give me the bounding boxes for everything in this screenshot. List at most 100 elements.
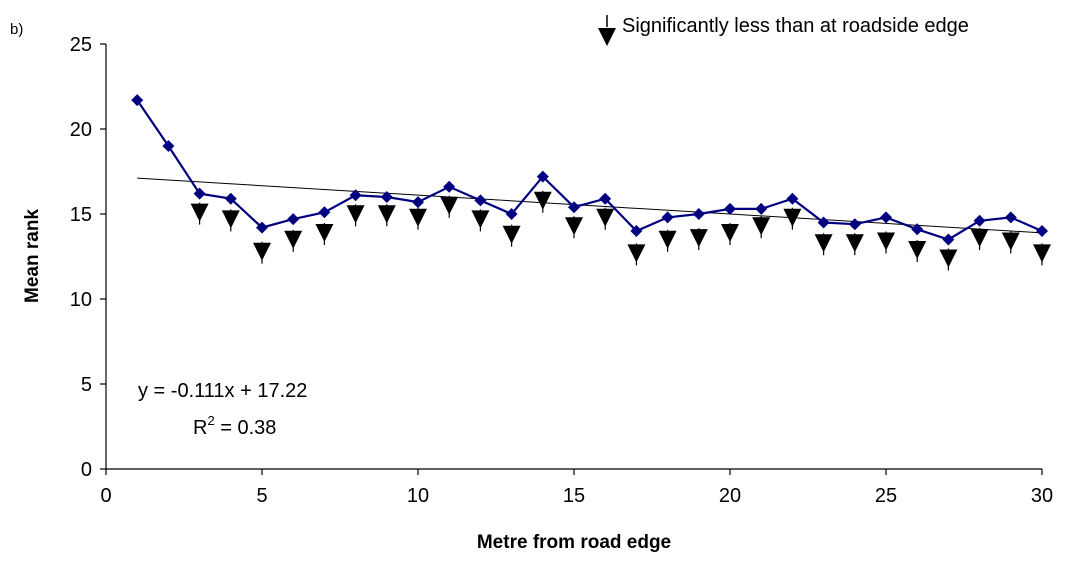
x-tick-label: 0 (100, 485, 111, 507)
marker-triangle (721, 224, 739, 242)
x-tick-label: 10 (407, 485, 429, 507)
data-point (568, 201, 580, 214)
significance-marker (689, 228, 708, 251)
data-point (973, 214, 986, 227)
data-point (942, 233, 955, 246)
marker-triangle (845, 234, 864, 253)
data-point (786, 192, 799, 205)
marker-triangle (970, 229, 989, 248)
data-point (412, 196, 424, 209)
significance-marker (190, 202, 209, 225)
marker-triangle (221, 210, 240, 229)
marker-triangle (533, 191, 552, 210)
marker-triangle (689, 229, 708, 248)
marker-triangle (284, 230, 303, 249)
data-point (131, 94, 144, 107)
x-tick-label: 15 (563, 485, 585, 507)
marker-triangle (1001, 232, 1020, 251)
significance-marker (814, 233, 833, 256)
panel-label: b) (10, 21, 23, 38)
x-ticks: 0 5 10 15 20 25 30 (100, 469, 1053, 507)
y-tick-label: 10 (70, 289, 92, 311)
significance-marker (752, 216, 771, 239)
significance-marker (845, 233, 864, 256)
significance-marker (970, 228, 989, 251)
data-point (318, 206, 331, 219)
trendline (137, 177, 1043, 234)
data-point (505, 208, 518, 220)
significance-marker (721, 223, 739, 245)
marker-triangle (877, 232, 895, 251)
x-tick-label: 5 (256, 485, 267, 507)
marker-triangle (596, 208, 615, 227)
equation-line: y = -0.111x + 17.22 (138, 380, 307, 402)
significance-markers (190, 190, 1051, 271)
series-polyline (136, 99, 1043, 241)
significance-marker (908, 240, 927, 262)
significance-marker (346, 204, 365, 227)
significance-marker (502, 224, 521, 247)
y-ticks: 0 5 10 15 20 25 (70, 34, 106, 481)
y-tick-label: 20 (70, 119, 92, 141)
y-tick-label: 0 (81, 459, 92, 481)
data-point (755, 202, 768, 215)
significance-marker (877, 231, 895, 254)
r-squared-line: R2 = 0.38 (193, 413, 276, 439)
y-tick-label: 25 (70, 34, 92, 56)
significance-marker (253, 241, 271, 264)
r2-prefix: R (193, 417, 207, 439)
data-point (443, 180, 456, 193)
y-axis-title: Mean rank (22, 209, 43, 303)
data-point (724, 202, 736, 215)
data-point (661, 211, 674, 224)
r2-suffix: = 0.38 (215, 417, 277, 439)
significance-marker (658, 229, 677, 252)
significance-marker (1001, 231, 1020, 254)
significance-marker (284, 229, 303, 252)
data-point (911, 223, 924, 236)
marker-triangle (658, 230, 677, 249)
data-point (630, 225, 643, 237)
significance-marker (315, 223, 334, 245)
r2-superscript: 2 (207, 413, 214, 428)
significance-marker (471, 209, 490, 232)
marker-triangle (190, 203, 209, 222)
data-point (848, 218, 861, 231)
significance-marker (565, 216, 583, 239)
legend-label: Significantly less than at roadside edge (622, 15, 969, 37)
data-point (817, 216, 830, 229)
x-tick-label: 25 (875, 485, 897, 507)
marker-triangle (908, 241, 927, 259)
trendline-path (137, 177, 1043, 234)
regression-equation: y = -0.111x + 17.22 R2 = 0.38 (138, 380, 307, 439)
marker-triangle (752, 217, 771, 236)
data-point (1004, 211, 1017, 224)
marker-triangle (346, 205, 365, 224)
significance-marker (1033, 243, 1051, 266)
data-point (474, 194, 487, 207)
x-axis-title: Metre from road edge (477, 532, 671, 553)
marker-triangle (939, 249, 958, 268)
data-point (599, 192, 612, 205)
marker-triangle (315, 224, 334, 242)
data-point (536, 170, 549, 183)
significance-marker (377, 204, 396, 227)
significance-marker (939, 248, 958, 271)
data-point (349, 189, 362, 202)
legend-marker-icon (598, 15, 616, 46)
series-line (131, 94, 1048, 246)
marker-triangle (253, 242, 271, 261)
data-point (224, 192, 237, 205)
x-tick-label: 30 (1031, 485, 1053, 507)
marker-triangle (440, 196, 459, 215)
marker-triangle (377, 205, 396, 224)
significance-marker (533, 190, 552, 213)
data-point (380, 191, 393, 203)
marker-triangle (565, 217, 583, 236)
data-point (880, 211, 892, 224)
marker-triangle (627, 244, 646, 263)
marker-triangle (814, 234, 833, 253)
significance-marker (783, 207, 802, 230)
y-tick-label: 5 (81, 374, 92, 396)
